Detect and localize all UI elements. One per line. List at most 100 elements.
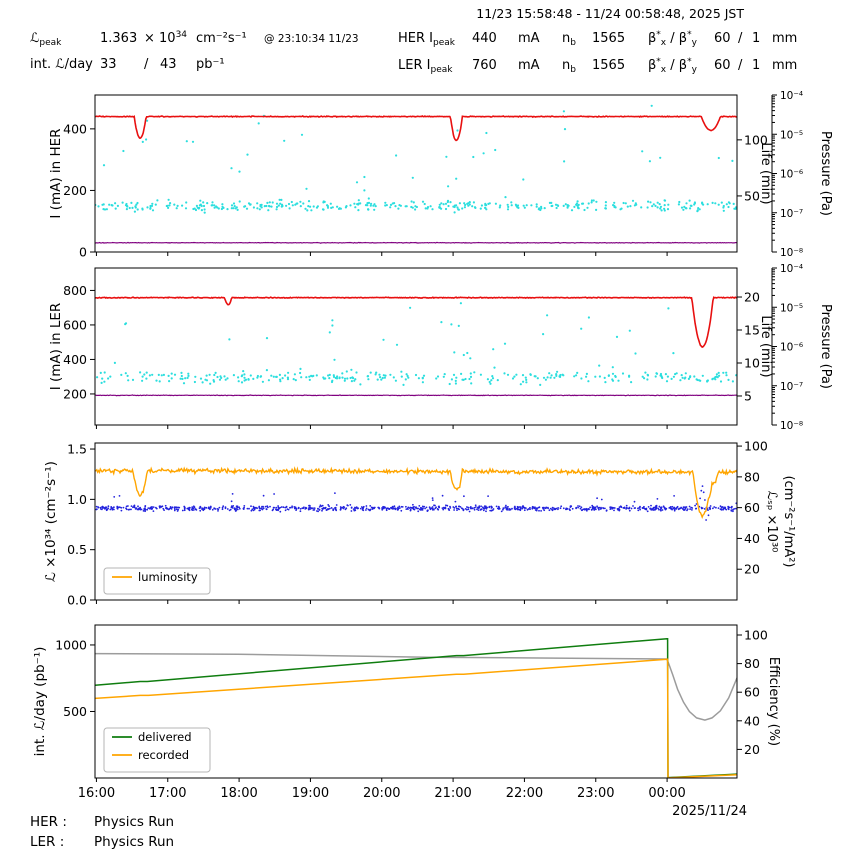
her-status-label: HER :	[30, 814, 67, 830]
her-beta-x-value: 60	[714, 31, 731, 46]
series-her-current	[95, 115, 737, 142]
svg-text:200: 200	[63, 183, 87, 198]
series-ler-lifetime	[96, 302, 737, 386]
intlum-total: 43	[160, 57, 177, 72]
series-ler-current	[95, 296, 737, 349]
ler-nb-label: nb	[562, 58, 576, 75]
svg-text:1000: 1000	[55, 637, 87, 652]
ler-status-row: LER : Physics Run	[30, 834, 174, 850]
ler-status-label: LER :	[30, 834, 65, 850]
svg-text:15: 15	[744, 323, 760, 338]
time-range-title: 11/23 15:58:48 - 11/24 00:58:48, 2025 JS…	[476, 6, 744, 21]
x-date-label: 2025/11/24	[672, 804, 747, 819]
svg-text:20:00: 20:00	[363, 786, 400, 801]
ylabel-ler: I (mA) in LER	[48, 303, 64, 391]
ler-ipeak-label: LER Ipeak	[398, 58, 453, 75]
svg-text:10⁻⁴: 10⁻⁴	[780, 90, 803, 102]
panel-ler: 200 400 600 800 I (mA) in LER 5 10 15 20 Life (mi…	[48, 263, 833, 432]
run-status: HER : Physics Run LER : Physics Run	[30, 814, 174, 854]
svg-text:100: 100	[744, 439, 768, 454]
series-luminosity	[95, 466, 737, 520]
svg-text:16:00: 16:00	[78, 786, 115, 801]
her-nb-label: nb	[562, 31, 576, 48]
right-axis-label-life: Life (min)	[758, 315, 773, 377]
her-status-value: Physics Run	[94, 814, 175, 830]
her-beta-units: mm	[772, 31, 798, 46]
her-ipeak-label: HER Ipeak	[398, 31, 455, 48]
ler-beta-label: β*x / β*y	[648, 57, 697, 75]
svg-text:20: 20	[744, 742, 760, 757]
series-specific-luminosity	[95, 485, 737, 521]
svg-text:23:00: 23:00	[577, 786, 614, 801]
svg-text:60: 60	[744, 500, 760, 515]
ler-beta-x-value: 60	[714, 58, 731, 73]
lpeak-timestamp: @ 23:10:34 11/23	[264, 33, 359, 45]
luminosity-summary: ℒpeak 1.363 × 1034 cm⁻²s⁻¹ @ 23:10:34 11…	[30, 30, 359, 72]
svg-text:0.0: 0.0	[67, 593, 87, 608]
her-beta-separator: /	[738, 31, 743, 46]
svg-text:50: 50	[744, 188, 760, 203]
series-her-pressure	[95, 241, 737, 244]
svg-text:200: 200	[63, 386, 87, 401]
ylabel-luminosity: ℒ ×10³⁴ (cm⁻²s⁻¹)	[43, 461, 59, 582]
svg-text:0: 0	[79, 245, 87, 260]
ler-ipeak-units: mA	[518, 58, 540, 73]
svg-text:400: 400	[63, 352, 87, 367]
svg-text:10⁻⁷: 10⁻⁷	[780, 381, 803, 393]
svg-text:10: 10	[744, 355, 760, 370]
intlum-units: pb⁻¹	[196, 57, 225, 72]
intlum-value: 33	[100, 57, 117, 72]
ler-beta-separator: /	[738, 58, 743, 73]
ler-status-value: Physics Run	[94, 834, 175, 850]
svg-text:40: 40	[744, 713, 760, 728]
legend	[103, 567, 211, 595]
right-axis-label-lsp: ℒₛₚ ×10³⁰	[764, 491, 779, 553]
svg-text:10⁻⁵: 10⁻⁵	[780, 129, 803, 141]
her-ipeak-value: 440	[472, 31, 497, 46]
svg-text:600: 600	[63, 317, 87, 332]
svg-text:80: 80	[744, 469, 760, 484]
svg-text:10⁻⁸: 10⁻⁸	[780, 420, 803, 432]
ler-beta-units: mm	[772, 58, 798, 73]
lpeak-value: 1.363	[100, 31, 138, 46]
panel-integrated: 500 1000 int. ℒ/day (pb⁻¹) 16:00 17:00 18:00 1…	[32, 624, 781, 819]
her-status-row: HER : Physics Run	[30, 814, 174, 830]
lpeak-units: cm⁻²s⁻¹	[196, 31, 247, 46]
svg-text:60: 60	[744, 685, 760, 700]
her-beta-label: β*x / β*y	[648, 30, 697, 48]
svg-text:20: 20	[744, 290, 760, 305]
svg-text:00:00: 00:00	[648, 786, 685, 801]
legend-label: luminosity	[138, 570, 198, 584]
svg-text:18:00: 18:00	[220, 786, 257, 801]
svg-text:22:00: 22:00	[506, 786, 543, 801]
series-ler-pressure	[95, 394, 737, 397]
svg-text:1.5: 1.5	[67, 442, 87, 457]
svg-text:80: 80	[744, 656, 760, 671]
right-axis-label-eff: Efficiency (%)	[766, 657, 781, 746]
svg-text:(cm⁻²s⁻¹/mA²): (cm⁻²s⁻¹/mA²)	[781, 475, 796, 567]
lpeak-power: × 1034	[144, 30, 188, 46]
svg-text:10⁻⁷: 10⁻⁷	[780, 208, 803, 220]
right-axis-label-life: Life (min)	[758, 142, 773, 204]
her-beta-y-value: 1	[752, 31, 761, 46]
svg-text:10⁻⁶: 10⁻⁶	[780, 342, 803, 354]
svg-text:40: 40	[744, 531, 760, 546]
ler-beta-y-value: 1	[752, 58, 761, 73]
legend-label: delivered	[138, 730, 192, 744]
series-recorded	[95, 658, 737, 778]
her-ipeak-units: mA	[518, 31, 540, 46]
svg-text:500: 500	[63, 704, 87, 719]
svg-text:10⁻⁴: 10⁻⁴	[780, 263, 803, 275]
svg-text:10⁻⁶: 10⁻⁶	[780, 169, 803, 181]
svg-text:21:00: 21:00	[434, 786, 471, 801]
legend	[103, 727, 211, 773]
svg-text:5: 5	[744, 388, 752, 403]
svg-text:17:00: 17:00	[149, 786, 186, 801]
svg-text:1.0: 1.0	[67, 492, 87, 507]
intlum-separator: /	[144, 57, 149, 72]
her-nb-value: 1565	[592, 31, 626, 46]
ler-ipeak-value: 760	[472, 58, 497, 73]
svg-text:100: 100	[744, 628, 768, 643]
